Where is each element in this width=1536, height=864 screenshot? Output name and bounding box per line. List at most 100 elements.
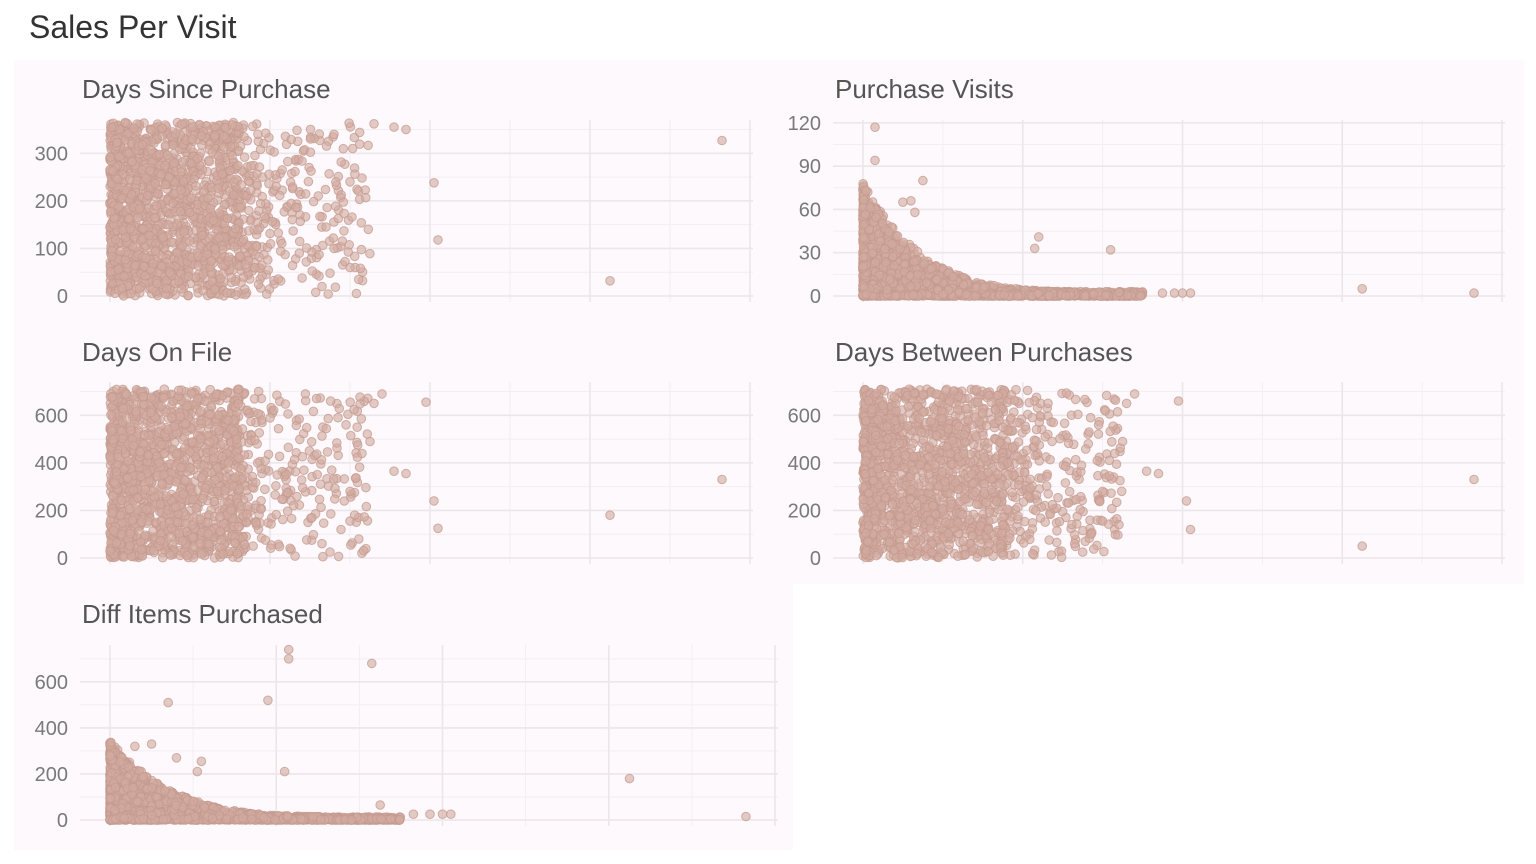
data-point bbox=[144, 230, 154, 241]
data-point bbox=[880, 244, 890, 254]
data-point bbox=[106, 122, 117, 133]
data-point-outlier bbox=[433, 235, 443, 245]
data-point bbox=[301, 243, 312, 253]
data-point bbox=[204, 437, 215, 447]
data-point-outlier bbox=[429, 178, 439, 188]
data-point bbox=[203, 193, 213, 203]
data-point bbox=[310, 287, 321, 298]
data-point bbox=[948, 271, 958, 282]
data-point bbox=[336, 157, 347, 167]
y-tick-label: 300 bbox=[35, 143, 68, 165]
data-point bbox=[141, 173, 152, 184]
data-point bbox=[858, 232, 869, 243]
data-point bbox=[131, 406, 141, 417]
data-point-outlier bbox=[1185, 288, 1196, 298]
data-point bbox=[150, 178, 160, 189]
data-point bbox=[229, 241, 240, 252]
data-point bbox=[1013, 291, 1023, 301]
data-point bbox=[328, 233, 339, 243]
data-point bbox=[320, 184, 331, 195]
data-point bbox=[905, 281, 916, 291]
data-point bbox=[124, 148, 134, 158]
data-point bbox=[336, 524, 346, 535]
data-point bbox=[154, 149, 165, 160]
data-point bbox=[275, 246, 286, 256]
data-point bbox=[860, 209, 871, 219]
data-point bbox=[179, 227, 189, 237]
data-point bbox=[124, 213, 134, 224]
data-point bbox=[187, 134, 197, 144]
data-point bbox=[859, 219, 869, 230]
data-point bbox=[178, 176, 189, 187]
data-point bbox=[254, 162, 265, 172]
data-point-outlier bbox=[1357, 284, 1367, 294]
data-point bbox=[249, 394, 260, 404]
y-tick-label: 0 bbox=[57, 548, 68, 570]
data-point bbox=[238, 272, 249, 283]
data-point bbox=[938, 289, 948, 300]
data-point bbox=[317, 431, 327, 441]
data-point bbox=[323, 413, 334, 424]
facet-title: Days Since Purchase bbox=[82, 74, 331, 104]
data-point bbox=[283, 156, 293, 167]
data-point bbox=[321, 141, 332, 151]
data-point bbox=[186, 143, 196, 154]
data-point bbox=[307, 266, 318, 276]
data-point bbox=[292, 491, 302, 502]
data-point bbox=[287, 260, 298, 271]
data-point bbox=[105, 266, 116, 277]
data-point-outlier bbox=[1033, 232, 1044, 242]
data-point bbox=[890, 290, 901, 301]
data-point bbox=[1135, 291, 1145, 301]
facet-title: Days On File bbox=[82, 337, 232, 367]
data-point bbox=[236, 180, 247, 190]
data-point bbox=[871, 212, 881, 223]
data-point bbox=[971, 283, 982, 293]
data-point bbox=[110, 234, 121, 245]
data-point bbox=[334, 403, 345, 414]
y-tick-label: 600 bbox=[35, 405, 68, 427]
data-point bbox=[151, 201, 162, 211]
data-point bbox=[267, 216, 278, 227]
data-point bbox=[115, 246, 126, 257]
data-point bbox=[294, 414, 305, 424]
data-point bbox=[318, 518, 329, 529]
data-point bbox=[323, 289, 334, 299]
data-point bbox=[250, 435, 260, 445]
data-point bbox=[197, 230, 208, 241]
data-point bbox=[274, 451, 285, 462]
data-point bbox=[318, 240, 328, 251]
data-point bbox=[252, 225, 263, 235]
data-point bbox=[333, 213, 344, 224]
data-point bbox=[363, 140, 373, 151]
data-point bbox=[266, 519, 276, 529]
data-point bbox=[204, 156, 215, 167]
data-point bbox=[233, 160, 243, 171]
data-point bbox=[265, 228, 275, 239]
data-point bbox=[858, 252, 869, 262]
data-point bbox=[253, 408, 264, 419]
data-point bbox=[359, 512, 370, 522]
data-point bbox=[970, 291, 981, 301]
data-point bbox=[170, 129, 181, 139]
data-point bbox=[884, 275, 895, 285]
data-point bbox=[280, 399, 291, 409]
data-point bbox=[338, 143, 349, 154]
data-point bbox=[240, 259, 251, 270]
data-point bbox=[324, 169, 334, 179]
data-point bbox=[248, 121, 258, 132]
data-point bbox=[254, 251, 264, 262]
data-point bbox=[229, 190, 239, 200]
data-point bbox=[979, 282, 989, 292]
data-point bbox=[176, 185, 186, 195]
data-point bbox=[119, 271, 129, 282]
data-point bbox=[231, 290, 241, 300]
data-point bbox=[1060, 291, 1071, 301]
data-point bbox=[1033, 288, 1043, 299]
data-point bbox=[161, 283, 172, 294]
data-point-outlier bbox=[898, 197, 908, 207]
data-point bbox=[198, 493, 208, 504]
data-point bbox=[166, 237, 176, 247]
data-point-outlier bbox=[389, 122, 399, 132]
